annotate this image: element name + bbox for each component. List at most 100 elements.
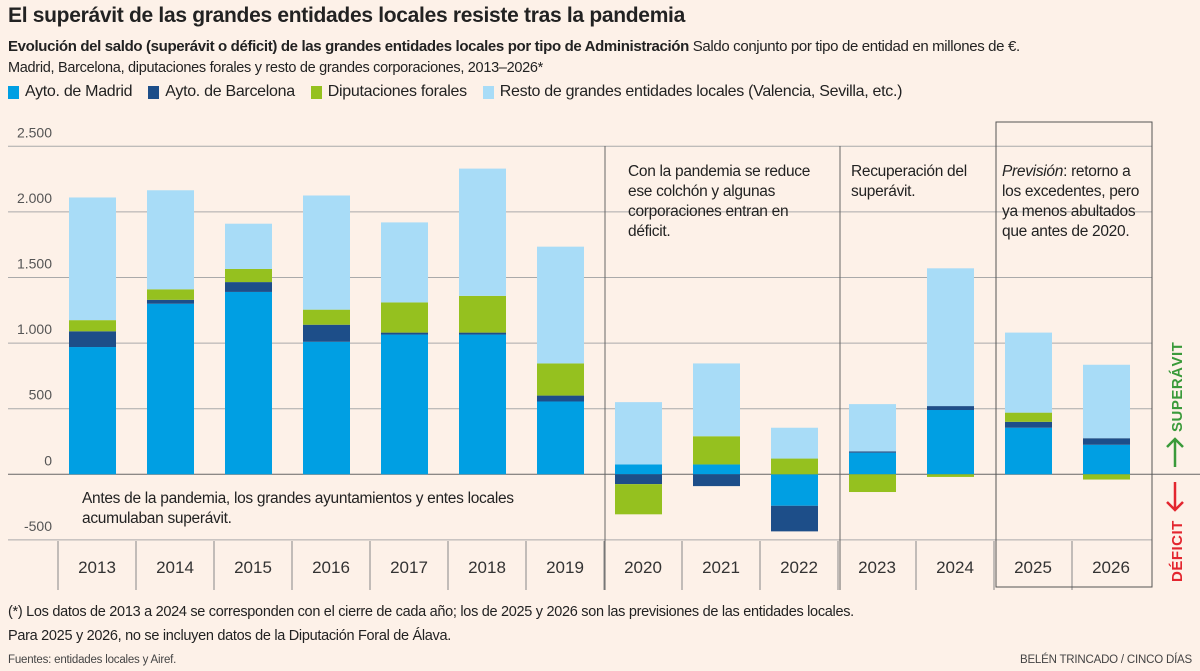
bar-segment (225, 223, 272, 269)
x-tick-label: 2018 (468, 558, 506, 577)
bar-segment (303, 309, 350, 325)
bar-segment (381, 332, 428, 335)
bar-segment (615, 402, 662, 465)
bar-segment (459, 332, 506, 335)
bar-segment (147, 299, 194, 304)
bar-segment (459, 334, 506, 475)
bar-segment (615, 484, 662, 515)
bar-segment (459, 168, 506, 296)
bar-segment (771, 458, 818, 475)
bar-segment (69, 347, 116, 475)
footnote-2: Para 2025 y 2026, no se incluyen datos d… (8, 628, 451, 644)
bar-segment (303, 341, 350, 475)
chart-subtitle-2: Madrid, Barcelona, diputaciones forales … (8, 60, 544, 76)
x-tick-label: 2022 (780, 558, 818, 577)
legend-swatch (148, 85, 160, 99)
bar-segment (69, 331, 116, 348)
x-tick-label: 2017 (390, 558, 428, 577)
subtitle-bold: Evolución del saldo (superávit o déficit… (8, 38, 689, 55)
subtitle-unit: Saldo conjunto por tipo de entidad en mi… (688, 38, 1020, 55)
bar-segment (849, 452, 896, 475)
bar-segment (693, 436, 740, 465)
bar-segment (927, 268, 974, 407)
legend: Ayto. de Madrid Ayto. de Barcelona Diputac… (8, 83, 902, 101)
forecast-label: Previsión (1002, 163, 1064, 180)
bar-segment (927, 406, 974, 411)
x-tick-label: 2021 (702, 558, 740, 577)
bar-segment (303, 324, 350, 342)
chart-title: El superávit de las grandes entidades lo… (8, 4, 685, 27)
bar-segment (69, 197, 116, 321)
legend-item: Diputaciones forales (310, 83, 467, 101)
bar-segment (849, 451, 896, 453)
legend-label: Resto de grandes entidades locales (Vale… (499, 83, 903, 100)
bar-segment (459, 295, 506, 333)
x-tick-label: 2023 (858, 558, 896, 577)
x-tick-label: 2014 (156, 558, 194, 577)
annotation-recovery: Recuperación del superávit. (851, 163, 967, 200)
source: Fuentes: entidades locales y Airef. (8, 654, 177, 666)
legend-label: Ayto. de Barcelona (165, 83, 295, 100)
y-tick-label: -500 (24, 518, 52, 534)
superavit-label: SUPERÁVIT (1169, 342, 1186, 432)
bar-segment (693, 474, 740, 487)
annotation-forecast: Previsión: retorno a los excedentes, per… (1002, 162, 1142, 242)
legend-item: Ayto. de Barcelona (148, 83, 295, 101)
annotation-pre-pandemic: Antes de la pandemia, los grandes ayunta… (82, 490, 514, 527)
deficit-label: DÉFICIT (1169, 520, 1186, 582)
bar-segment (537, 246, 584, 364)
x-tick-label: 2019 (546, 558, 584, 577)
legend-label: Diputaciones forales (327, 83, 467, 100)
arrow-down-icon (1166, 482, 1184, 512)
x-tick-label: 2026 (1092, 558, 1130, 577)
bar-segment (537, 363, 584, 396)
bar-segment (381, 334, 428, 475)
bar-segment (615, 464, 662, 475)
bar-segment (225, 268, 272, 283)
legend-label: Ayto. de Madrid (25, 83, 133, 100)
bar-segment (381, 222, 428, 303)
bar-segment (1005, 427, 1052, 475)
x-tick-label: 2024 (936, 558, 974, 577)
legend-swatch (310, 85, 322, 99)
bar-segment (771, 474, 818, 506)
bar-segment (927, 410, 974, 475)
bar-segment (771, 505, 818, 532)
bar-segment (1083, 474, 1130, 480)
x-tick-label: 2015 (234, 558, 272, 577)
y-tick-label: 1.500 (17, 256, 52, 272)
x-tick-label: 2016 (312, 558, 350, 577)
bar-segment (1005, 332, 1052, 413)
x-tick-label: 2013 (78, 558, 116, 577)
bar-segment (147, 303, 194, 475)
y-tick-label: 2.500 (17, 124, 52, 140)
bar-segment (1005, 421, 1052, 428)
legend-swatch (482, 85, 494, 99)
y-tick-label: 0 (44, 452, 52, 468)
x-tick-label: 2020 (624, 558, 662, 577)
legend-swatch (8, 85, 19, 99)
bar-segment (615, 474, 662, 485)
forecast-text: : retorno a los excedentes, pero ya meno… (1002, 163, 1140, 240)
bar-segment (849, 404, 896, 452)
bar-segment (225, 291, 272, 475)
arrow-up-icon (1166, 437, 1184, 467)
y-tick-label: 2.000 (17, 190, 52, 206)
bar-segment (225, 282, 272, 292)
y-tick-label: 500 (29, 387, 53, 403)
bar-segment (693, 363, 740, 437)
bar-segment (927, 474, 974, 477)
bar-segment (693, 464, 740, 475)
bar-segment (147, 289, 194, 300)
footnote-1: (*) Los datos de 2013 a 2024 se correspo… (8, 604, 854, 620)
bar-segment (1083, 364, 1130, 439)
forecast-box (995, 121, 1153, 588)
legend-item: Resto de grandes entidades locales (Vale… (482, 83, 903, 101)
bar-segment (1083, 438, 1130, 445)
y-tick-label: 1.000 (17, 321, 52, 337)
bar-segment (69, 320, 116, 332)
bar-segment (537, 401, 584, 475)
annotation-pandemic: Con la pandemia se reduce ese colchón y … (628, 163, 811, 240)
legend-item: Ayto. de Madrid (8, 83, 133, 101)
